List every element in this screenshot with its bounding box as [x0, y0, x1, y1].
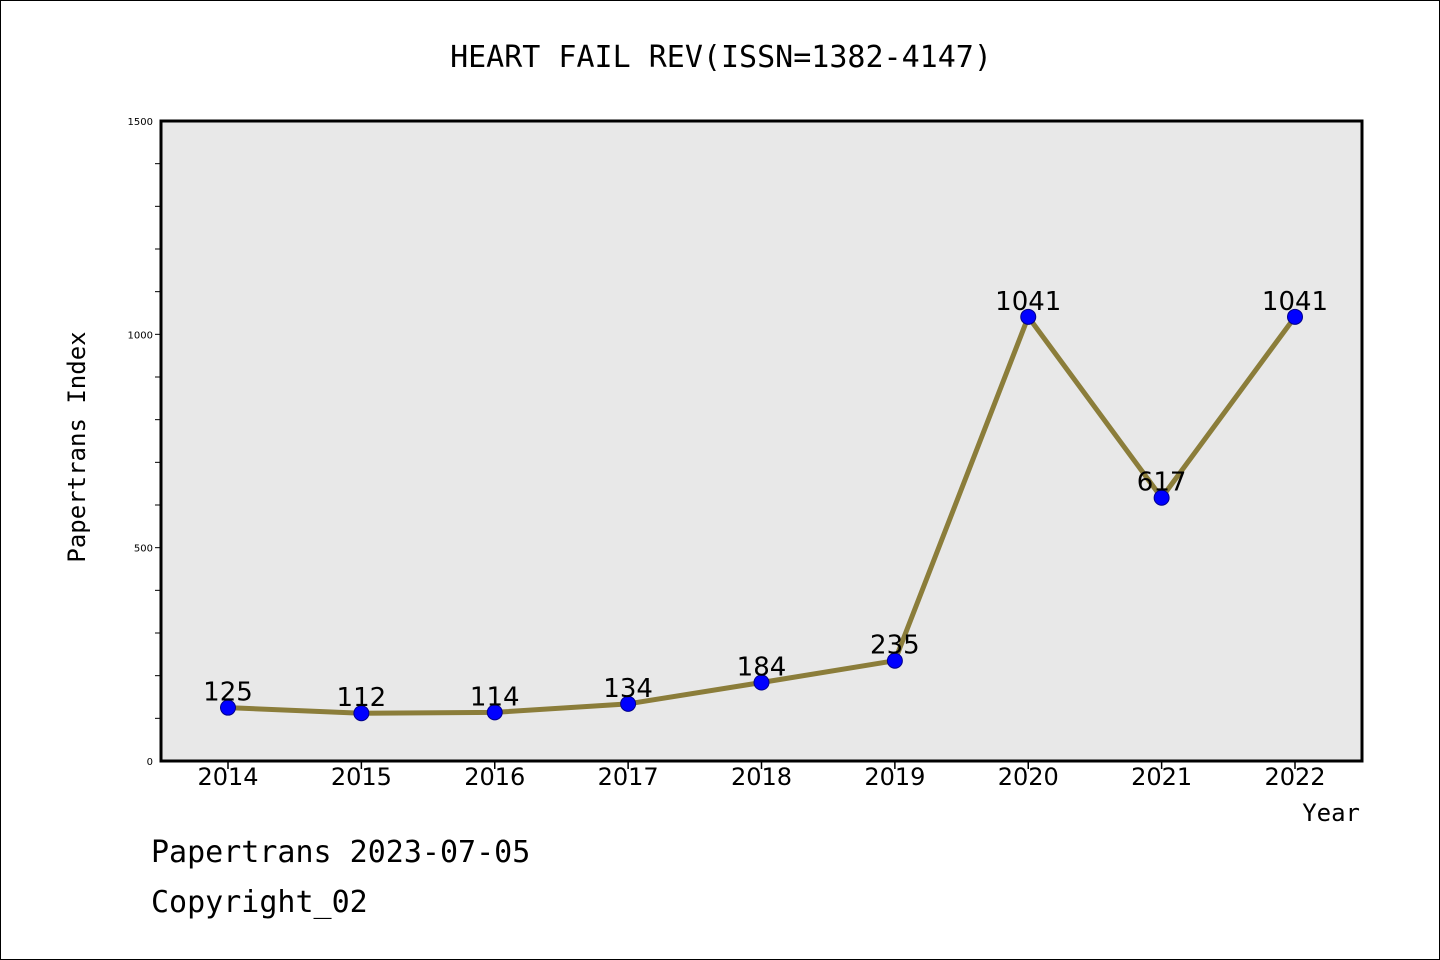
y-tick-label: 1000: [128, 330, 153, 341]
x-tick-label: 2017: [598, 763, 659, 791]
x-tick-label: 2016: [464, 763, 525, 791]
series-markers: [220, 308, 1303, 722]
data-point: [1020, 308, 1037, 325]
y-tick-label: 1500: [128, 117, 153, 128]
data-label: 1041: [995, 287, 1061, 317]
y-minor-ticks: [155, 163, 161, 719]
x-tick-label: 2019: [864, 763, 925, 791]
data-label: 134: [603, 674, 653, 704]
x-tick-label: 2015: [331, 763, 392, 791]
data-label: 114: [470, 682, 520, 712]
data-label: 1041: [1262, 287, 1328, 317]
x-axis-ticks: 2014 2015 2016 2017 2018 2019 2020 2021 2022: [197, 761, 1326, 791]
plot-area: [159, 119, 1364, 763]
y-axis-label: Papertrans Index: [63, 331, 91, 562]
data-label: 617: [1137, 468, 1187, 498]
x-axis-label: Year: [1302, 799, 1360, 827]
data-point: [1153, 489, 1170, 506]
data-label: 112: [337, 683, 387, 713]
y-tick-label: 500: [134, 544, 153, 555]
data-point: [1287, 308, 1303, 325]
footer-copyright: Copyright_02: [151, 885, 368, 920]
data-label: 235: [870, 631, 920, 661]
x-tick-label: 2014: [197, 763, 258, 791]
y-tick-label: 0: [147, 757, 153, 768]
data-labels: 125 112 114 134 184 235 1041 617 1041: [203, 287, 1328, 713]
data-point: [353, 705, 370, 722]
x-tick-label: 2018: [731, 763, 792, 791]
x-tick-label: 2022: [1264, 763, 1325, 791]
data-label: 125: [203, 678, 253, 708]
data-label: 184: [737, 652, 787, 682]
x-tick-label: 2021: [1131, 763, 1192, 791]
y-axis-tick-labels: 0 500 1000 1500: [128, 117, 153, 768]
data-point: [486, 704, 503, 721]
data-point: [620, 695, 637, 712]
x-tick-label: 2020: [998, 763, 1059, 791]
footer-date: Papertrans 2023-07-05: [151, 835, 531, 870]
data-point: [753, 674, 770, 691]
data-point: [886, 652, 903, 669]
data-point: [220, 699, 236, 716]
chart-title: HEART FAIL REV(ISSN=1382-4147): [450, 40, 992, 75]
